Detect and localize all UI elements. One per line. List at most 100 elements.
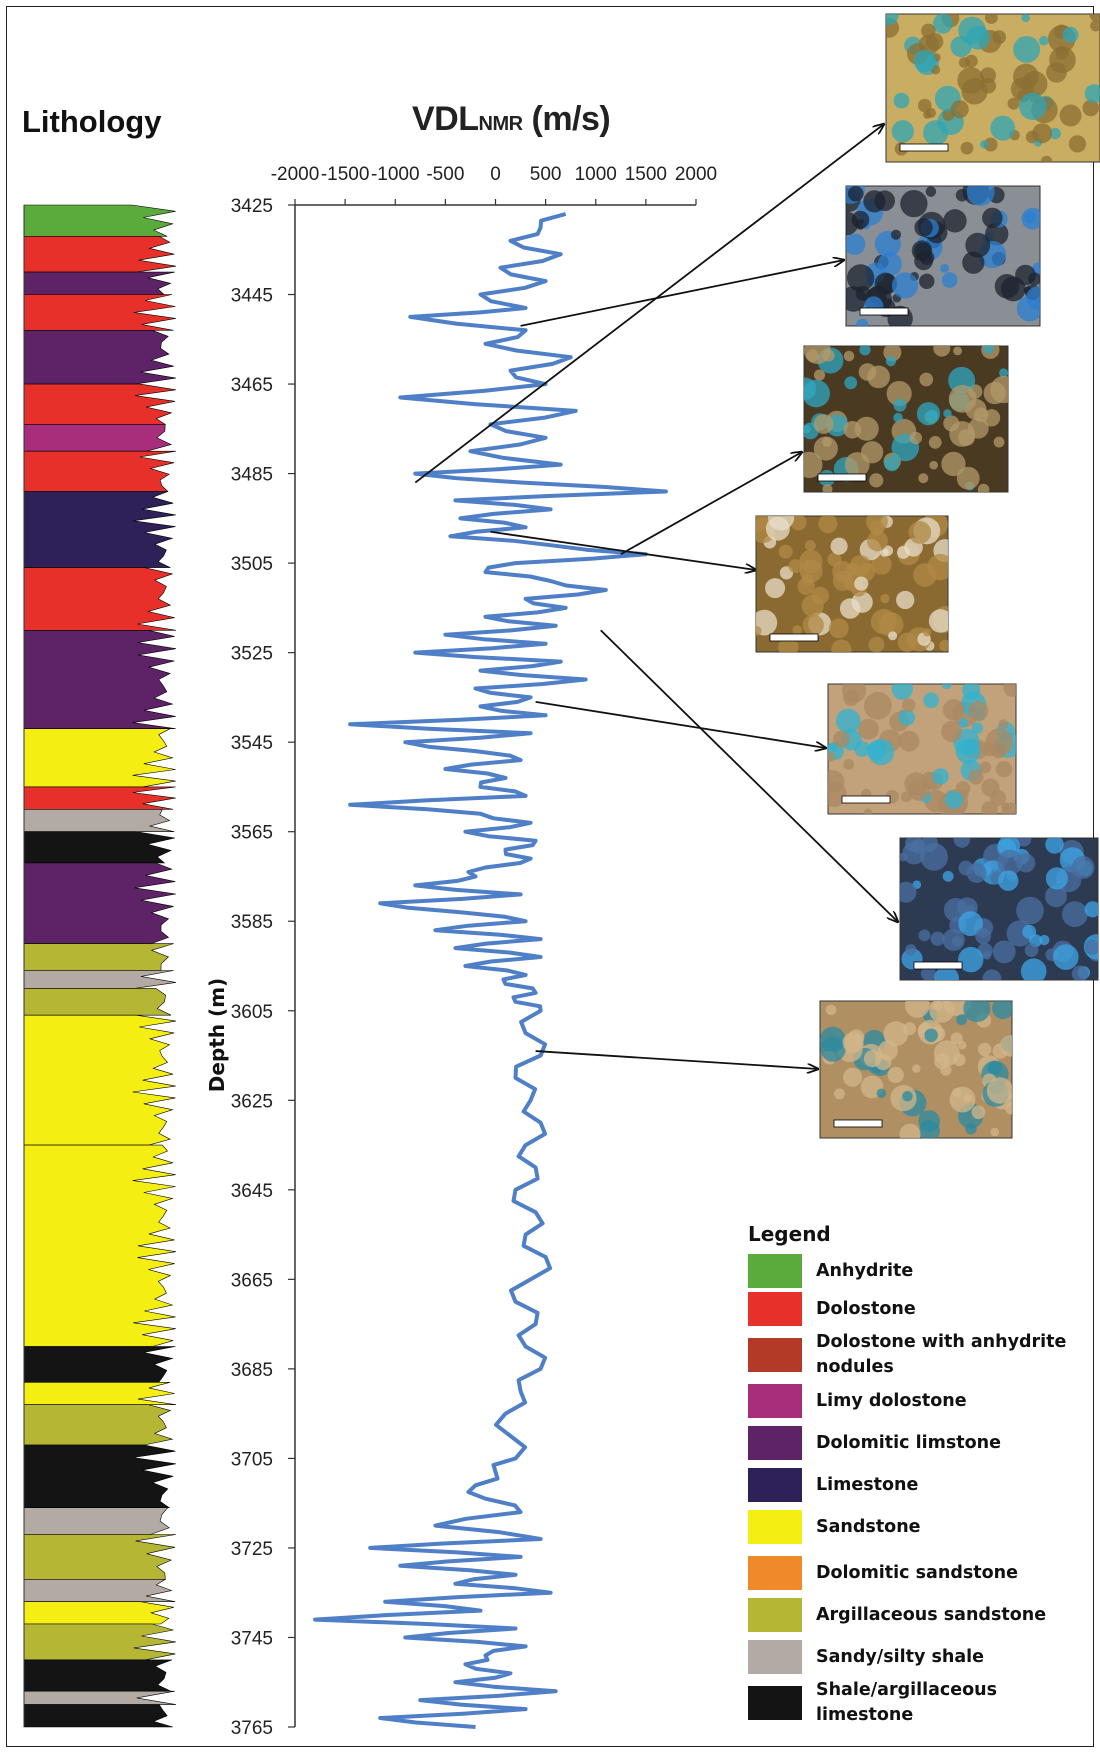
grain bbox=[863, 691, 892, 720]
grain bbox=[920, 843, 948, 871]
scale-bar bbox=[913, 961, 963, 970]
grain bbox=[909, 431, 923, 445]
grain bbox=[966, 862, 987, 883]
grain bbox=[908, 521, 932, 544]
lithology-unit bbox=[23, 1534, 177, 1580]
lithology-unit bbox=[23, 450, 176, 492]
lithology-unit bbox=[23, 862, 176, 944]
grain bbox=[1084, 901, 1098, 918]
series-line-vdl-nmr bbox=[313, 212, 668, 1729]
grain bbox=[1026, 286, 1040, 310]
grain bbox=[825, 1004, 837, 1016]
grain bbox=[942, 699, 965, 721]
grain bbox=[854, 416, 879, 441]
grain bbox=[919, 1120, 941, 1138]
grain bbox=[851, 210, 870, 229]
grain bbox=[995, 760, 1013, 778]
grain bbox=[990, 115, 1016, 141]
grain bbox=[1021, 14, 1030, 23]
grain bbox=[1022, 924, 1037, 939]
lithology-unit bbox=[23, 970, 176, 989]
legend-title: Legend bbox=[748, 1222, 831, 1246]
lithology-title: Lithology bbox=[22, 104, 162, 139]
legend-label: Argillaceous sandstone bbox=[816, 1604, 1047, 1625]
grain bbox=[856, 318, 869, 326]
grain bbox=[843, 350, 855, 362]
x-tick-label: -1500 bbox=[321, 164, 370, 185]
grain bbox=[982, 409, 1001, 427]
grain bbox=[854, 741, 871, 757]
y-tick-label: 3445 bbox=[231, 286, 273, 307]
grain bbox=[756, 609, 778, 636]
legend-label: Shale/argillaceous limestone bbox=[816, 1680, 998, 1725]
lithology-unit bbox=[23, 1144, 177, 1347]
grain bbox=[859, 346, 871, 356]
grain bbox=[943, 409, 952, 418]
grain bbox=[904, 1001, 930, 1018]
photo-texture bbox=[804, 346, 1008, 492]
lithology-unit bbox=[23, 831, 175, 864]
legend-label: Dolomitic limstone bbox=[816, 1432, 1001, 1453]
grain bbox=[992, 940, 1016, 964]
scale-bar bbox=[859, 307, 909, 316]
grain bbox=[985, 222, 1009, 246]
photo-texture bbox=[820, 1001, 1012, 1138]
y-tick-label: 3725 bbox=[231, 1539, 273, 1560]
grain bbox=[818, 516, 838, 534]
grain bbox=[890, 229, 902, 240]
grain bbox=[844, 452, 870, 478]
grain bbox=[843, 1067, 863, 1087]
y-tick-label: 3465 bbox=[231, 375, 273, 396]
grain bbox=[765, 516, 790, 541]
grain bbox=[923, 692, 939, 709]
grain bbox=[907, 778, 930, 801]
lithology-unit bbox=[23, 1404, 174, 1446]
grain bbox=[1039, 934, 1050, 946]
grain bbox=[900, 791, 912, 803]
legend-item: Sandy/silty shale bbox=[748, 1640, 1078, 1674]
grain bbox=[827, 552, 842, 567]
arrow-to-photo-3 bbox=[620, 452, 802, 555]
y-tick-label: 3545 bbox=[231, 733, 273, 754]
grain bbox=[866, 740, 886, 760]
grain bbox=[956, 466, 980, 490]
grain bbox=[756, 516, 769, 532]
grain bbox=[887, 1066, 904, 1084]
grain bbox=[949, 421, 976, 447]
y-tick-label: 3745 bbox=[231, 1628, 273, 1649]
x-tick-label: 0 bbox=[490, 164, 501, 185]
y-tick-label: 3665 bbox=[231, 1270, 273, 1291]
grain bbox=[977, 1042, 992, 1057]
lithology-unit bbox=[23, 236, 177, 273]
lithology-unit bbox=[23, 491, 176, 568]
photomicrograph-4 bbox=[755, 515, 949, 653]
grain bbox=[858, 718, 879, 740]
y-tick-label: 3645 bbox=[231, 1181, 273, 1202]
y-tick-label: 3765 bbox=[231, 1718, 273, 1739]
grain bbox=[957, 67, 985, 94]
legend-item: Anhydrite bbox=[748, 1254, 1078, 1288]
y-tick-label: 3425 bbox=[231, 196, 273, 217]
grain bbox=[846, 233, 866, 256]
grain bbox=[950, 100, 969, 119]
grain bbox=[792, 625, 803, 635]
grain bbox=[813, 369, 826, 381]
grain bbox=[1084, 84, 1100, 103]
grain bbox=[1003, 684, 1016, 697]
scale-bar bbox=[769, 633, 819, 642]
photomicrograph-7 bbox=[819, 1000, 1013, 1139]
grain bbox=[885, 356, 897, 367]
lithology-unit bbox=[23, 786, 176, 810]
grain bbox=[918, 473, 929, 484]
legend-label: Limestone bbox=[816, 1474, 919, 1495]
grain bbox=[1085, 939, 1098, 955]
y-tick-label: 3705 bbox=[231, 1449, 273, 1470]
legend-swatch bbox=[748, 1426, 802, 1460]
legend-swatch bbox=[748, 1468, 802, 1502]
photo-texture bbox=[828, 684, 1016, 814]
scale-bar bbox=[817, 473, 867, 482]
lithology-unit bbox=[23, 1382, 177, 1405]
grain bbox=[926, 409, 938, 422]
grain bbox=[835, 708, 861, 734]
grain bbox=[924, 1028, 938, 1042]
